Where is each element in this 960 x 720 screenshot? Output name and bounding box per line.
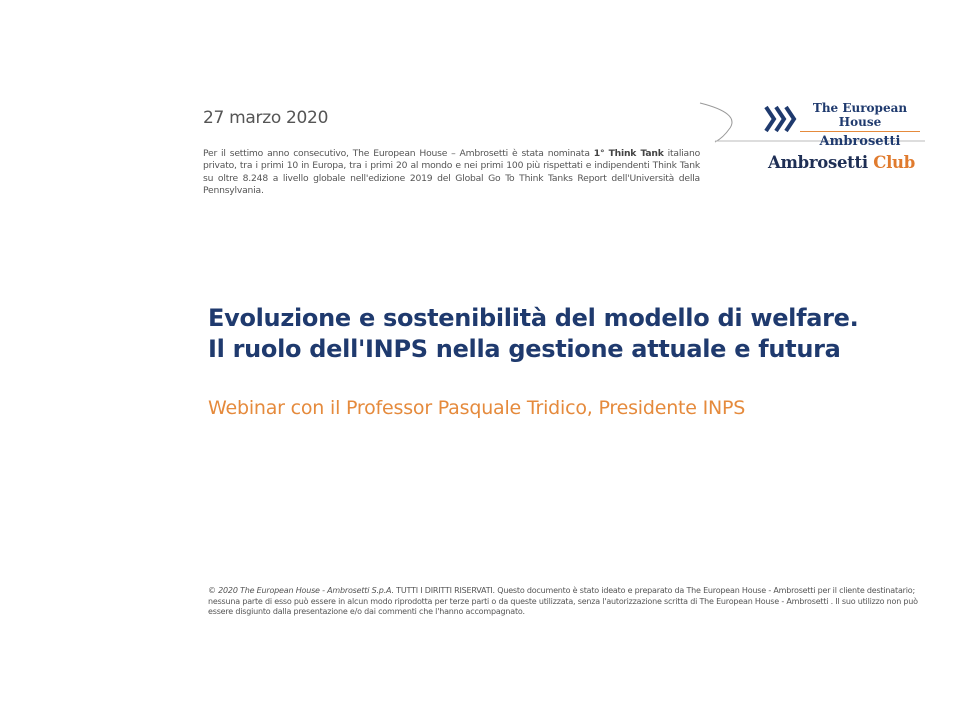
intro-text-end: italiano privato, tra i primi 10 in Euro…: [203, 148, 701, 196]
company-logo: The European House Ambrosetti: [800, 101, 920, 149]
title-line2: Il ruolo dell'INPS nella gestione attual…: [208, 335, 841, 363]
header-rule: [200, 102, 925, 143]
logo-line1: The European House: [812, 101, 908, 129]
intro-paragraph: Per il settimo anno consecutivo, The Eur…: [203, 148, 700, 197]
club-accent: Club: [873, 153, 915, 172]
title-line1: Evoluzione e sostenibilità del modello d…: [208, 304, 859, 332]
slide-subtitle: Webinar con il Professor Pasquale Tridic…: [208, 397, 746, 419]
logo-line2: Ambrosetti: [800, 131, 920, 149]
club-name: Ambrosetti: [768, 153, 868, 172]
ambrosetti-logo-icon: [764, 105, 797, 133]
club-logo: Ambrosetti Club: [768, 153, 915, 172]
slide-title: Evoluzione e sostenibilità del modello d…: [208, 303, 859, 365]
date: 27 marzo 2020: [203, 108, 329, 128]
copyright: © 2020 The European House - Ambrosetti S…: [208, 586, 394, 595]
disclaimer: TUTTI I DIRITTI RISERVATI. Questo docume…: [208, 586, 918, 616]
copyright-footer: © 2020 The European House - Ambrosetti S…: [208, 586, 928, 618]
intro-bold: 1° Think Tank: [593, 148, 664, 159]
intro-text: Per il settimo anno consecutivo, The Eur…: [203, 148, 594, 159]
